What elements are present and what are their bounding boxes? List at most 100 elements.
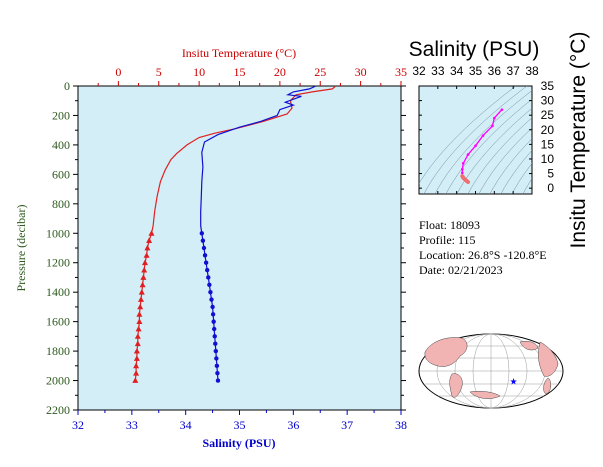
pressure-tick-label: 800: [52, 197, 70, 211]
salinity-tick-label: 34: [180, 418, 192, 432]
temperature-point: [133, 370, 140, 376]
temperature-point: [142, 259, 148, 266]
temperature-point: [144, 244, 151, 251]
ts-salinity-tick-label: 38: [525, 64, 539, 78]
density-contour: [522, 178, 532, 194]
pressure-tick-label: 1600: [46, 315, 70, 329]
temperature-point: [132, 377, 139, 383]
temperature-tick-label: 20: [274, 65, 286, 79]
ts-series: [460, 108, 504, 184]
temperature-tick-label: 35: [395, 65, 407, 79]
density-contour: [434, 90, 532, 194]
temperature-point: [133, 347, 140, 354]
ts-salinity-tick-label: 36: [488, 64, 502, 78]
temperature-point: [140, 274, 147, 280]
density-contour: [478, 127, 532, 194]
temperature-point: [137, 303, 144, 310]
ts-point: [500, 108, 504, 111]
temperature-axis-ticks: 0 5 10 15 20 25 30 35: [97, 65, 407, 86]
profile-plot-area: [77, 85, 402, 411]
salinity-point: [215, 370, 220, 376]
salinity-point: [214, 363, 220, 369]
salinity-point: [208, 289, 213, 295]
ts-point: [481, 134, 485, 137]
ts-temperature-tick-label: 0: [547, 181, 554, 195]
float-location-marker: ★: [510, 376, 518, 386]
temperature-point: [133, 355, 140, 361]
salinity-point: [207, 282, 212, 288]
temperature-point: [139, 281, 146, 288]
temperature-tick-label: 0: [115, 65, 121, 79]
salinity-tick-label: 33: [126, 418, 138, 432]
salinity-point: [209, 297, 214, 302]
ts-temperature-tick-label: 10: [541, 152, 555, 166]
salinity-axis-title: Salinity (PSU): [202, 436, 275, 450]
temperature-point: [133, 362, 140, 369]
pressure-tick-label: 1000: [46, 226, 70, 240]
salinity-point: [205, 267, 210, 273]
density-contour: [423, 86, 528, 194]
world-map: ★: [418, 333, 564, 409]
profile-series: [132, 85, 337, 383]
pressure-tick-label: 0: [64, 79, 70, 93]
ts-point: [493, 116, 496, 120]
temperature-point: [148, 230, 155, 236]
salinity-axis-ticks: 32 33 34 35 36 37 38: [72, 410, 407, 432]
ts-salinity-tick-label: 32: [412, 64, 426, 78]
ts-salinity-tick-label: 37: [506, 64, 520, 78]
profile-chart: 0200400600800100012001400160018002000220…: [14, 46, 407, 450]
density-contour: [419, 86, 517, 184]
salinity-profile-line: [200, 85, 317, 381]
ts-point: [461, 167, 464, 171]
salinity-tick-label: 38: [395, 418, 407, 432]
salinity-point: [215, 378, 221, 383]
ts-temperature-tick-label: 30: [541, 94, 555, 108]
ts-temperature-tick-label: 5: [547, 167, 554, 181]
pressure-tick-label: 600: [52, 167, 70, 181]
salinity-point: [201, 245, 207, 251]
profile-number: Profile: 115: [419, 233, 476, 247]
ts-point: [461, 171, 464, 175]
salinity-point: [210, 312, 216, 317]
salinity-tick-label: 32: [72, 418, 84, 432]
pressure-tick-label: 1200: [46, 256, 70, 270]
temperature-point: [136, 311, 143, 317]
salinity-point: [211, 326, 217, 332]
ts-title: Salinity (PSU): [409, 38, 540, 61]
ts-temperature-tick-label: 20: [541, 123, 555, 137]
pressure-tick-label: 2200: [46, 403, 70, 417]
contour-lines: [419, 86, 532, 194]
density-contour: [511, 163, 532, 194]
temperature-tick-label: 30: [355, 65, 367, 79]
salinity-tick-label: 35: [234, 418, 246, 432]
ts-point: [491, 124, 494, 128]
temperature-point: [138, 289, 145, 295]
temperature-axis-title: Insitu Temperature (°C): [182, 46, 296, 60]
pressure-tick-label: 400: [52, 138, 70, 152]
float-info: Float: 18093 Profile: 115 Location: 26.8…: [419, 218, 547, 278]
temperature-point: [136, 318, 143, 324]
ts-point: [474, 144, 477, 148]
salinity-point: [214, 356, 219, 361]
temperature-point: [134, 340, 141, 347]
pressure-tick-label: 200: [52, 108, 70, 122]
pressure-tick-label: 1400: [46, 285, 70, 299]
ts-temperature-tick-label: 25: [541, 108, 555, 122]
salinity-point: [210, 304, 215, 310]
ts-temperature-tick-label: 15: [541, 137, 555, 151]
ts-temperature-tick-label: 35: [541, 79, 555, 93]
salinity-tick-label: 37: [341, 418, 353, 432]
temperature-tick-label: 10: [193, 65, 205, 79]
salinity-point: [200, 238, 206, 243]
salinity-point: [211, 319, 216, 324]
salinity-point: [213, 348, 219, 354]
pressure-axis-title: Pressure (decibar): [14, 205, 28, 292]
temperature-tick-label: 15: [234, 65, 246, 79]
salinity-tick-label: 36: [287, 418, 299, 432]
density-contour: [489, 138, 532, 194]
pressure-tick-label: 1800: [46, 344, 70, 358]
salinity-point: [213, 341, 218, 346]
temperature-point: [143, 252, 150, 258]
temperature-profile-line: [134, 85, 337, 381]
